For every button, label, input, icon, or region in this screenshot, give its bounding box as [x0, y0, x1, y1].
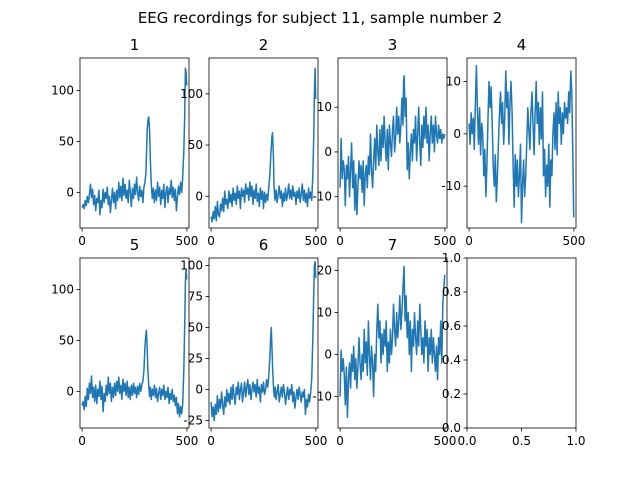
subplot-1-series-line: [81, 67, 188, 216]
subplot-6-y-tick-label: 25: [188, 352, 203, 366]
subplot-2-axes-frame: [208, 57, 319, 229]
subplot-3-x-tick-label: 0: [336, 234, 344, 248]
subplot-1-y-tick-label: 0: [66, 185, 74, 199]
subplot-7-axes-frame: [337, 257, 448, 429]
subplot-7-x-tick-label: 500: [433, 434, 456, 448]
subplot-8-y-tick-label: 1.0: [442, 251, 461, 265]
subplot-3: 0 500 -10 0 10 3: [312, 36, 456, 248]
subplot-8-x-tick-label: 1.0: [566, 434, 585, 448]
subplot-7-title: 7: [388, 236, 398, 254]
subplot-8-x-tick-label: 0.5: [512, 434, 531, 448]
subplot-5-series-line: [81, 268, 188, 418]
subplot-8-y-tick-label: 0.4: [442, 353, 461, 367]
subplot-8-y-tick-label: 0.0: [442, 421, 461, 435]
subplot-4-title: 4: [517, 36, 527, 54]
subplot-6-y-tick-label: 75: [188, 289, 203, 303]
subplot-5-y-tick-label: 100: [51, 283, 74, 297]
subplot-8: 0.0 0.5 1.0 0.0 0.2 0.4 0.6 0.8 1.0: [442, 251, 586, 448]
subplot-8-y-tick-label: 0.8: [442, 285, 461, 299]
subplot-7-x-tick-label: 0: [336, 434, 344, 448]
subplot-7-y-tick-label: -10: [312, 390, 332, 404]
subplot-1-x-tick-label: 0: [78, 234, 86, 248]
subplot-3-x-tick-label: 500: [433, 234, 456, 248]
subplot-7-y-tick-label: 0: [324, 348, 332, 362]
subplot-6-y-tick-label: 0: [195, 383, 203, 397]
subplot-6-y-tick-label: 50: [188, 320, 203, 334]
subplot-8-y-tick-label: 0.6: [442, 319, 461, 333]
subplot-3-y-tick-label: -10: [312, 190, 332, 204]
subplot-6-series-line: [210, 260, 317, 422]
subplot-6: 0 500 -25 0 25 50 75 100 6: [180, 236, 327, 448]
subplot-3-y-tick-label: 0: [324, 145, 332, 159]
subplot-3-series-line: [339, 75, 446, 216]
subplot-3-title: 3: [388, 36, 398, 54]
subplot-5-x-tick-label: 500: [175, 434, 198, 448]
subplot-4: 0 500 -10 0 10 4: [441, 36, 585, 248]
subplot-3-axes-frame: [337, 57, 448, 229]
subplot-6-y-tick-label: -25: [183, 414, 203, 428]
subplot-7: 0 500 -10 0 10 20 7: [312, 236, 456, 448]
subplot-4-series-line: [468, 65, 575, 224]
subplot-1: 0 500 0 50 100 1: [51, 36, 198, 248]
subplot-4-y-tick-label: -10: [441, 179, 461, 193]
subplot-2-x-tick-label: 500: [304, 234, 327, 248]
figure-suptitle: EEG recordings for subject 11, sample nu…: [138, 9, 502, 27]
subplot-2-y-tick-label: 50: [188, 138, 203, 152]
subplot-2-y-tick-label: 0: [195, 189, 203, 203]
subplot-7-series-line: [339, 265, 446, 419]
subplot-6-title: 6: [259, 236, 269, 254]
subplot-5-y-tick-label: 50: [59, 333, 74, 347]
subplot-6-x-tick-label: 0: [207, 434, 215, 448]
subplot-5-title: 5: [130, 236, 140, 254]
subplot-6-x-tick-label: 500: [304, 434, 327, 448]
subplot-1-y-tick-label: 50: [59, 134, 74, 148]
subplot-4-y-tick-label: 0: [453, 127, 461, 141]
subplot-1-y-tick-label: 100: [51, 84, 74, 98]
subplot-2-x-tick-label: 0: [207, 234, 215, 248]
subplot-2-title: 2: [259, 36, 269, 54]
subplot-7-y-tick-label: 10: [317, 306, 332, 320]
subplot-8-x-tick-label: 0.0: [457, 434, 476, 448]
subplot-4-x-tick-label: 0: [465, 234, 473, 248]
subplot-3-y-tick-label: 10: [317, 100, 332, 114]
subplot-6-y-tick-label: 100: [180, 258, 203, 272]
subplot-5-x-tick-label: 0: [78, 434, 86, 448]
subplot-6-axes-frame: [208, 257, 319, 429]
subplot-1-x-tick-label: 500: [175, 234, 198, 248]
subplot-5-y-tick-label: 0: [66, 384, 74, 398]
subplot-5: 0 500 0 50 100 5: [51, 236, 198, 448]
subplot-7-y-tick-label: 20: [317, 264, 332, 278]
subplot-2-series-line: [210, 67, 317, 223]
subplot-4-axes-frame: [466, 57, 577, 229]
subplot-2: 0 500 0 50 100 2: [180, 36, 327, 248]
subplot-4-y-tick-label: 10: [446, 75, 461, 89]
subplot-8-y-tick-label: 0.2: [442, 387, 461, 401]
subplot-1-axes-frame: [79, 57, 190, 229]
subplot-5-axes-frame: [79, 257, 190, 429]
subplot-1-title: 1: [130, 36, 140, 54]
subplot-2-y-tick-label: 100: [180, 87, 203, 101]
subplot-4-x-tick-label: 500: [562, 234, 585, 248]
